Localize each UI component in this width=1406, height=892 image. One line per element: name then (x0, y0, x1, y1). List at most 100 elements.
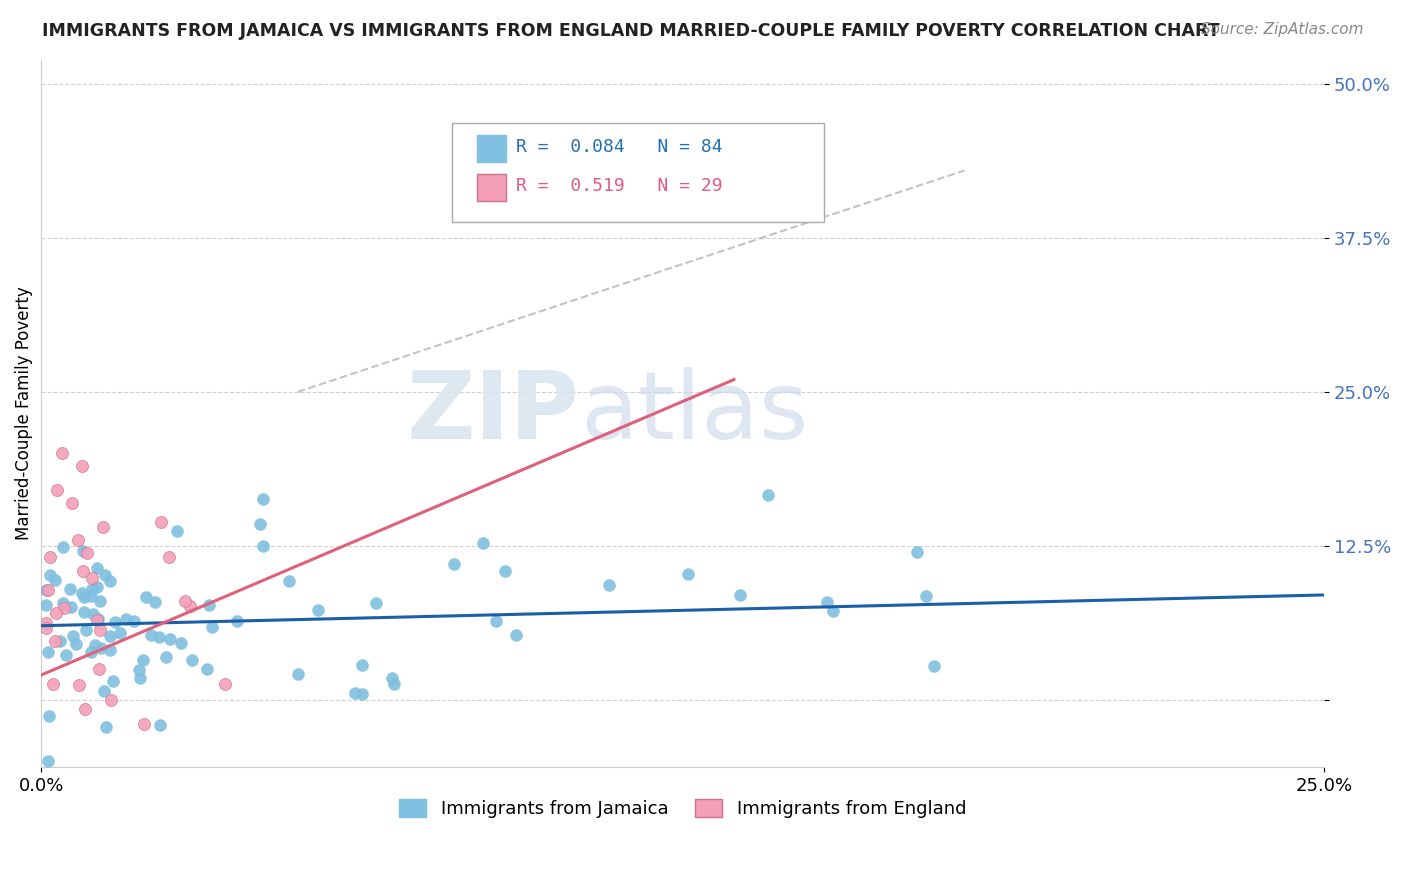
Point (170, 635, 193, 649)
Point (159, 632, 181, 646)
Point (42, 677, 65, 691)
Point (145, 595, 167, 609)
Text: R =  0.519   N = 29: R = 0.519 N = 29 (516, 177, 723, 194)
Point (381, 671, 404, 685)
Point (101, 674, 124, 689)
Point (132, 717, 155, 731)
FancyBboxPatch shape (451, 123, 824, 222)
Point (62, 629, 84, 643)
Point (35, 615, 58, 630)
Point (598, 578, 620, 592)
Point (141, 627, 163, 641)
Point (905, 545, 928, 559)
Point (45, 606, 67, 620)
Point (89, 594, 111, 608)
Point (148, 631, 170, 645)
Point (195, 662, 218, 676)
Point (91, 520, 114, 534)
Point (67, 533, 90, 547)
Point (60, 496, 83, 510)
Y-axis label: Married-Couple Family Poverty: Married-Couple Family Poverty (15, 286, 32, 541)
Point (86, 613, 108, 627)
Point (44, 634, 66, 648)
Point (174, 594, 197, 608)
Point (166, 524, 188, 538)
Point (87, 662, 110, 676)
Point (53, 600, 76, 615)
Point (505, 628, 527, 642)
Point (86, 561, 108, 575)
Point (155, 650, 177, 665)
Point (73, 605, 96, 619)
Point (59, 582, 82, 597)
Point (128, 664, 150, 678)
Text: ZIP: ZIP (408, 368, 581, 459)
FancyBboxPatch shape (478, 136, 506, 162)
Point (350, 687, 373, 701)
Point (678, 567, 700, 582)
Point (277, 574, 299, 589)
Point (90, 640, 112, 655)
Point (307, 603, 329, 617)
Point (252, 539, 274, 553)
Point (37, 754, 59, 768)
Point (83, 638, 105, 652)
Point (443, 557, 465, 571)
Point (70, 586, 93, 600)
Point (180, 653, 202, 667)
Point (65, 637, 87, 651)
Text: IMMIGRANTS FROM JAMAICA VS IMMIGRANTS FROM ENGLAND MARRIED-COUPLE FAMILY POVERTY: IMMIGRANTS FROM JAMAICA VS IMMIGRANTS FR… (42, 22, 1220, 40)
Point (382, 677, 405, 691)
Point (80, 582, 103, 596)
Point (72, 543, 94, 558)
Point (226, 614, 249, 628)
Point (51, 596, 73, 610)
Point (82, 571, 104, 585)
Point (214, 677, 236, 691)
Point (115, 612, 138, 626)
Point (364, 595, 387, 609)
Point (98, 629, 121, 643)
Point (86, 580, 108, 594)
Point (287, 666, 309, 681)
Point (915, 589, 938, 603)
Text: Source: ZipAtlas.com: Source: ZipAtlas.com (1201, 22, 1364, 37)
Point (52, 540, 75, 554)
Point (100, 693, 122, 707)
Point (82, 607, 104, 621)
Point (135, 590, 157, 604)
Point (38, 550, 60, 565)
Legend: Immigrants from Jamaica, Immigrants from England: Immigrants from Jamaica, Immigrants from… (392, 792, 973, 825)
Point (472, 536, 495, 550)
Point (922, 658, 945, 673)
Point (249, 517, 271, 532)
Point (94, 568, 117, 582)
Point (55, 648, 77, 662)
Point (35, 598, 58, 612)
Point (122, 615, 145, 629)
Point (252, 491, 274, 506)
Point (93, 683, 115, 698)
Point (758, 488, 780, 502)
Point (60, 599, 83, 614)
Point (37, 645, 59, 659)
Point (48, 634, 70, 648)
Point (728, 588, 751, 602)
Point (150, 515, 173, 529)
Point (79, 645, 101, 659)
Point (89, 623, 111, 637)
Point (94, 720, 117, 734)
Text: R =  0.084   N = 84: R = 0.084 N = 84 (516, 137, 723, 155)
Point (350, 658, 373, 673)
Point (157, 549, 180, 564)
Point (39, 568, 62, 582)
Point (201, 620, 224, 634)
Point (38, 709, 60, 723)
Point (45, 483, 67, 498)
FancyBboxPatch shape (478, 174, 506, 201)
Point (179, 599, 201, 613)
Point (35, 621, 58, 635)
Point (37, 583, 59, 598)
Point (44, 573, 66, 587)
Point (343, 686, 366, 700)
